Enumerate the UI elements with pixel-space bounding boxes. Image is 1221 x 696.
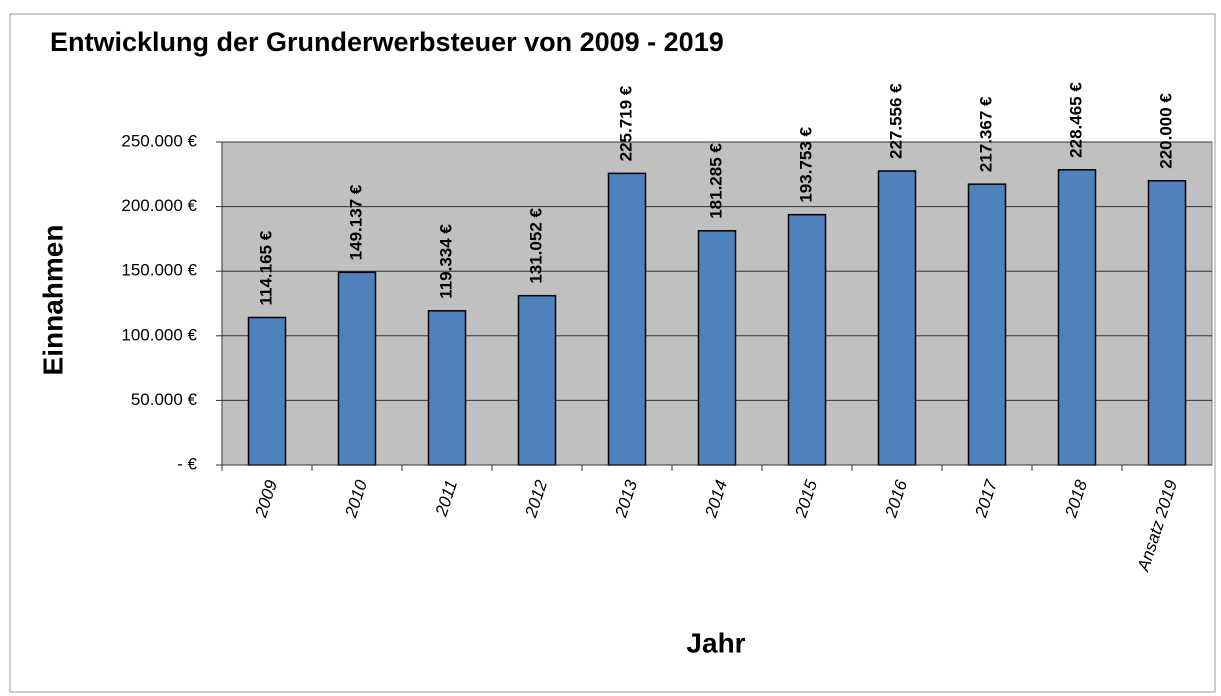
bar [1057, 169, 1097, 466]
value-label: 149.137 € [346, 184, 365, 260]
bar [517, 294, 557, 466]
y-tick-label: - € [177, 454, 197, 473]
value-label: 217.367 € [976, 96, 995, 172]
bar [697, 230, 737, 466]
value-label: 181.285 € [706, 143, 725, 219]
value-label: 225.719 € [616, 85, 635, 161]
value-label: 193.753 € [796, 126, 815, 202]
value-label: 228.465 € [1066, 82, 1085, 158]
value-label: 119.334 € [436, 224, 455, 299]
y-axis-label: Einnahmen [37, 225, 68, 376]
chart-title: Entwicklung der Grunderwerbsteuer von 20… [50, 27, 724, 57]
y-tick-label: 50.000 € [131, 390, 198, 409]
bar [607, 172, 647, 466]
bar [967, 183, 1007, 466]
y-tick-label: 250.000 € [121, 131, 197, 150]
bar [1147, 180, 1187, 466]
value-label: 131.052 € [526, 208, 545, 284]
value-label: 220.000 € [1156, 93, 1175, 169]
bar [337, 271, 377, 466]
bar [427, 310, 467, 466]
bar [247, 316, 287, 466]
value-label: 114.165 € [256, 230, 275, 305]
y-tick-label: 150.000 € [121, 261, 197, 280]
y-tick-label: 200.000 € [121, 196, 197, 215]
value-label: 227.556 € [886, 83, 905, 159]
bar [787, 213, 827, 466]
y-tick-label: 100.000 € [121, 325, 197, 344]
x-axis-label: Jahr [686, 627, 745, 658]
bar [877, 170, 917, 466]
